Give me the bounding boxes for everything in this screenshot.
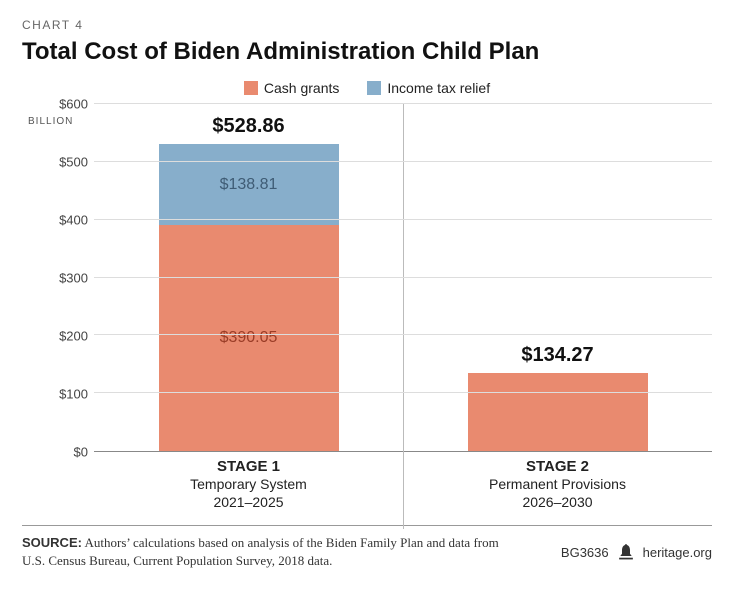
brand: BG3636 heritage.org bbox=[561, 534, 712, 560]
legend-label-cash: Cash grants bbox=[264, 80, 339, 96]
gridline bbox=[94, 277, 712, 278]
stage-years: 2026–2030 bbox=[403, 493, 712, 511]
stacked-bar: $390.05$138.81$528.86 bbox=[159, 144, 339, 451]
stage-name: STAGE 1 bbox=[94, 458, 403, 475]
legend: Cash grants Income tax relief bbox=[22, 80, 712, 96]
bell-icon bbox=[619, 544, 633, 560]
stage-name: STAGE 2 bbox=[403, 458, 712, 475]
y-tick: $500 bbox=[59, 155, 88, 170]
segment-value-label: $390.05 bbox=[159, 329, 339, 347]
y-axis: BILLION $0$100$200$300$400$500$600 bbox=[22, 104, 92, 452]
bar-column: $134.27 bbox=[403, 104, 712, 451]
stacked-bar: $134.27 bbox=[468, 373, 648, 451]
stage-years: 2021–2025 bbox=[94, 493, 403, 511]
bar-column: $390.05 $138.81 $528.86 bbox=[94, 104, 403, 451]
stage-subtitle: Temporary System bbox=[94, 475, 403, 493]
brand-code: BG3636 bbox=[561, 545, 609, 560]
bar-segment-cash bbox=[468, 373, 648, 451]
footer: SOURCE: Authors’ calculations based on a… bbox=[22, 525, 712, 569]
bar-segment-cash: $390.05 bbox=[159, 225, 339, 451]
source-body: Authors’ calculations based on analysis … bbox=[22, 535, 499, 568]
swatch-cash bbox=[244, 81, 258, 95]
source-text: SOURCE: Authors’ calculations based on a… bbox=[22, 534, 502, 569]
source-prefix: SOURCE: bbox=[22, 535, 82, 550]
bar-total-label: $134.27 bbox=[468, 344, 648, 367]
legend-item-tax: Income tax relief bbox=[367, 80, 490, 96]
gridline bbox=[94, 392, 712, 393]
y-tick: $300 bbox=[59, 271, 88, 286]
y-tick: $200 bbox=[59, 329, 88, 344]
y-tick: $100 bbox=[59, 387, 88, 402]
bar-total-label: $528.86 bbox=[159, 115, 339, 138]
chart-number: CHART 4 bbox=[22, 18, 712, 32]
gridline bbox=[94, 161, 712, 162]
brand-site: heritage.org bbox=[643, 545, 712, 560]
chart-title: Total Cost of Biden Administration Child… bbox=[22, 38, 712, 66]
gridline bbox=[94, 219, 712, 220]
swatch-tax bbox=[367, 81, 381, 95]
gridline bbox=[94, 103, 712, 104]
y-tick: $0 bbox=[74, 445, 88, 460]
x-category: STAGE 1Temporary System2021–2025 bbox=[94, 458, 403, 511]
x-axis: STAGE 1Temporary System2021–2025STAGE 2P… bbox=[94, 452, 712, 511]
stage-subtitle: Permanent Provisions bbox=[403, 475, 712, 493]
segment-value-label: $138.81 bbox=[159, 176, 339, 194]
plot-area: BILLION $0$100$200$300$400$500$600 $390.… bbox=[94, 104, 712, 452]
bars-container: $390.05 $138.81 $528.86 $134.27 bbox=[94, 104, 712, 451]
bar-segment-tax: $138.81 bbox=[159, 144, 339, 225]
y-tick: $400 bbox=[59, 213, 88, 228]
plot: $390.05 $138.81 $528.86 $134.27 bbox=[94, 104, 712, 452]
legend-item-cash: Cash grants bbox=[244, 80, 339, 96]
y-unit-label: BILLION bbox=[28, 116, 73, 127]
legend-label-tax: Income tax relief bbox=[387, 80, 490, 96]
y-tick: $600 bbox=[59, 97, 88, 112]
gridline bbox=[94, 334, 712, 335]
x-category: STAGE 2Permanent Provisions2026–2030 bbox=[403, 458, 712, 511]
